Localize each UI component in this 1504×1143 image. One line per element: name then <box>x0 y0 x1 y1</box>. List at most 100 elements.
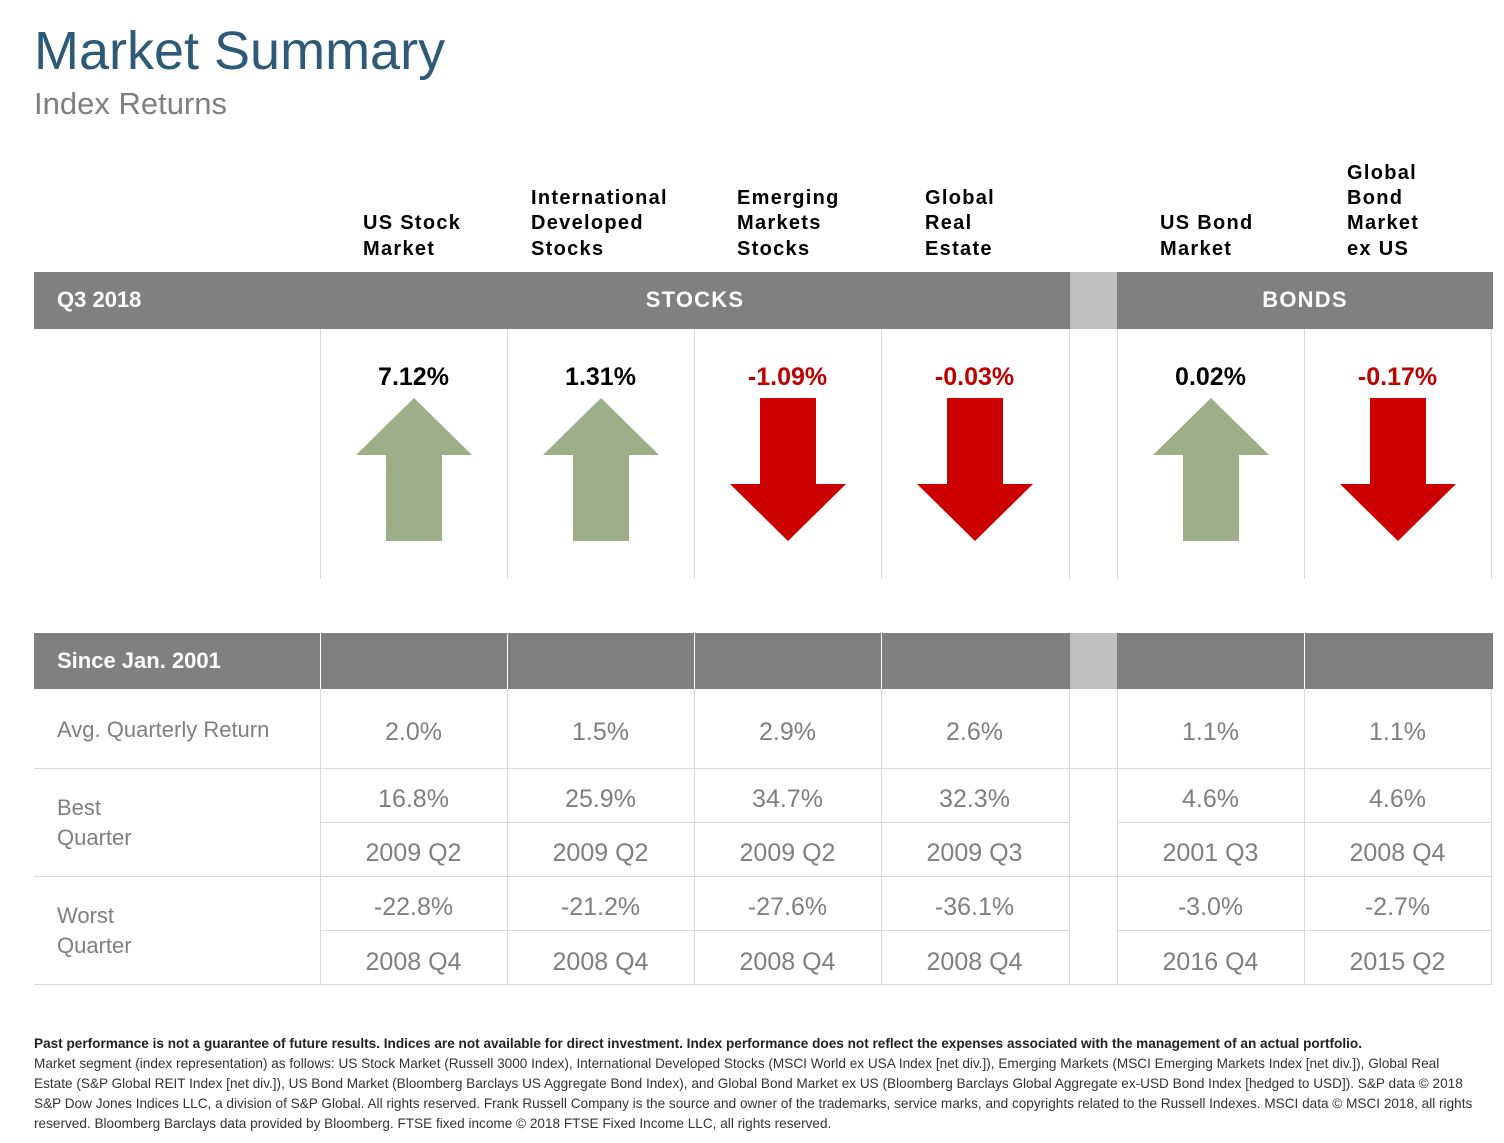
grid-line <box>1304 329 1305 579</box>
worst-quarter-date-cell: 2015 Q2 <box>1349 948 1446 976</box>
period-bar-stocks <box>34 272 1070 329</box>
avg-return-cell: 2.6% <box>946 718 1003 746</box>
column-header-line: Global <box>925 187 996 210</box>
worst-quarter-label: Worst Quarter <box>57 901 132 961</box>
down-arrow-icon <box>916 398 1033 541</box>
grid-line <box>320 689 321 985</box>
down-arrow-icon <box>1339 398 1456 541</box>
footnote: Past performance is not a guarantee of f… <box>34 1034 1474 1134</box>
best-quarter-date-cell: 2009 Q2 <box>739 839 836 867</box>
page-title: Market Summary <box>34 21 446 81</box>
stocks-group-label: STOCKS <box>645 287 745 312</box>
quarter-return-value: 1.31% <box>565 363 636 391</box>
column-header-line: Market <box>1160 237 1233 260</box>
quarter-return-value: 0.02% <box>1175 363 1246 391</box>
best-quarter-date-cell: 2009 Q2 <box>365 839 462 867</box>
best-return-cell: 4.6% <box>1182 785 1239 813</box>
column-header-line: ex US <box>1347 237 1410 260</box>
best-quarter-date-cell: 2009 Q2 <box>552 839 649 867</box>
up-arrow-icon <box>1152 398 1269 541</box>
grid-line <box>1117 689 1118 985</box>
column-header-line: Developed <box>531 212 644 235</box>
best-return-cell: 34.7% <box>752 785 823 813</box>
grid-line <box>1069 689 1070 985</box>
column-header-line: Stocks <box>531 237 605 260</box>
bar-divider <box>320 633 321 689</box>
row-divider <box>1117 930 1492 931</box>
since-label: Since Jan. 2001 <box>57 648 221 673</box>
grid-line <box>1069 329 1070 579</box>
column-header-line: Markets <box>737 212 822 235</box>
worst-return-cell: -22.8% <box>373 893 454 921</box>
avg-return-cell: 2.9% <box>759 718 816 746</box>
best-return-cell: 16.8% <box>378 785 449 813</box>
column-header-line: Market <box>1347 212 1420 235</box>
grid-line <box>1491 329 1492 579</box>
best-quarter-label-line: Quarter <box>57 825 132 850</box>
quarter-return-value: -1.09% <box>747 363 828 391</box>
best-quarter-date-cell: 2009 Q3 <box>926 839 1023 867</box>
column-header-line: US Stock <box>363 212 462 235</box>
bar-divider <box>507 633 508 689</box>
best-return-cell: 32.3% <box>939 785 1010 813</box>
worst-return-cell: -21.2% <box>560 893 641 921</box>
column-header-line: Real <box>925 212 973 235</box>
bonds-group-label: BONDS <box>1262 287 1348 312</box>
row-divider <box>320 822 1069 823</box>
best-quarter-label: Best Quarter <box>57 793 132 853</box>
column-header-line: Bond <box>1347 187 1404 210</box>
since-bar-gap <box>1070 633 1117 689</box>
avg-return-cell: 1.1% <box>1369 718 1426 746</box>
row-divider <box>34 768 1492 769</box>
quarter-return-value: -0.03% <box>934 363 1015 391</box>
column-header: International Developed Stocks <box>531 186 668 262</box>
bar-divider <box>1304 633 1305 689</box>
grid-line <box>1117 329 1118 579</box>
worst-return-cell: -3.0% <box>1177 893 1244 921</box>
avg-return-cell: 1.1% <box>1182 718 1239 746</box>
up-arrow-icon <box>542 398 659 541</box>
worst-quarter-date-cell: 2008 Q4 <box>739 948 836 976</box>
quarter-return-value: -0.17% <box>1357 363 1438 391</box>
page-subtitle: Index Returns <box>34 86 227 121</box>
worst-quarter-date-cell: 2008 Q4 <box>365 948 462 976</box>
grid-line <box>507 689 508 985</box>
column-header-line: Emerging <box>737 187 840 210</box>
column-header: Emerging Markets Stocks <box>737 186 840 262</box>
worst-return-cell: -2.7% <box>1364 893 1431 921</box>
best-quarter-date-cell: 2001 Q3 <box>1162 839 1259 867</box>
column-header-line: Estate <box>925 237 993 260</box>
grid-line <box>507 329 508 579</box>
best-return-cell: 25.9% <box>565 785 636 813</box>
grid-line <box>1304 689 1305 985</box>
period-label: Q3 2018 <box>57 287 142 312</box>
grid-line <box>881 689 882 985</box>
up-arrow-icon <box>355 398 472 541</box>
period-bar-bonds <box>1117 272 1493 329</box>
column-header: Global Bond Market ex US <box>1347 161 1419 262</box>
grid-line <box>881 329 882 579</box>
grid-line <box>320 329 321 579</box>
down-arrow-icon <box>729 398 846 541</box>
best-quarter-date-cell: 2008 Q4 <box>1349 839 1446 867</box>
period-bar-gap <box>1070 272 1117 329</box>
worst-return-cell: -36.1% <box>934 893 1015 921</box>
column-header-line: International <box>531 187 668 210</box>
grid-line <box>1491 689 1492 985</box>
best-return-cell: 4.6% <box>1369 785 1426 813</box>
row-divider <box>320 930 1069 931</box>
quarter-return-value: 7.12% <box>378 363 449 391</box>
column-header: Global Real Estate <box>925 186 995 262</box>
avg-quarterly-return-label: Avg. Quarterly Return <box>57 717 270 742</box>
column-header-line: US Bond <box>1160 212 1254 235</box>
worst-quarter-date-cell: 2008 Q4 <box>552 948 649 976</box>
column-header: US Bond Market <box>1160 211 1254 262</box>
worst-quarter-label-line: Worst <box>57 903 115 928</box>
bar-divider <box>694 633 695 689</box>
worst-quarter-date-cell: 2016 Q4 <box>1162 948 1259 976</box>
column-header: US Stock Market <box>363 211 461 262</box>
grid-line <box>694 329 695 579</box>
row-divider <box>34 984 1492 985</box>
row-divider <box>1117 822 1492 823</box>
column-header-line: Stocks <box>737 237 811 260</box>
